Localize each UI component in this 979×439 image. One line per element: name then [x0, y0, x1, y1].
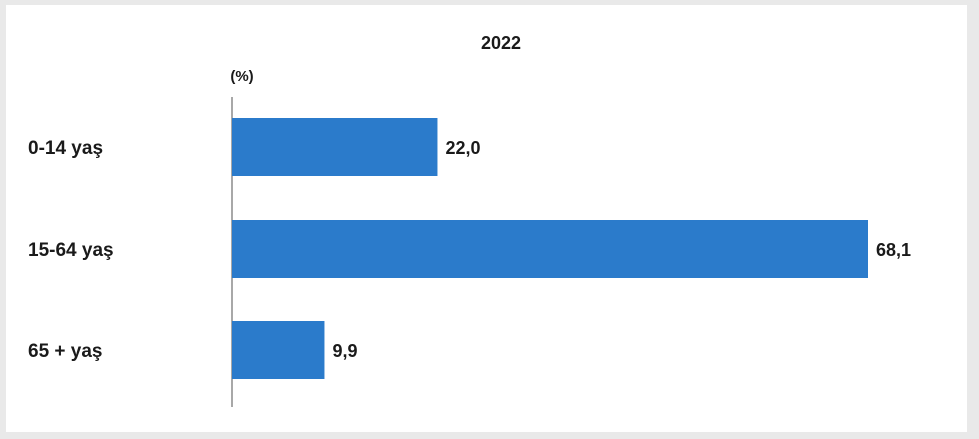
category-label: 15-64 yaş — [28, 240, 114, 261]
bar-chart: 2022 (%) 0-14 yaş 22,0 15-64 yaş 68,1 65 + y… — [28, 33, 911, 407]
bar — [232, 321, 325, 379]
bar — [232, 118, 438, 176]
unit-label: (%) — [230, 68, 253, 85]
category-label: 65 + yaş — [28, 341, 103, 362]
value-label: 9,9 — [332, 341, 357, 361]
bars-group: 0-14 yaş 22,0 15-64 yaş 68,1 65 + yaş 9,9 — [28, 118, 911, 379]
chart-title: 2022 — [481, 33, 521, 53]
bar — [232, 220, 868, 278]
value-label: 68,1 — [876, 240, 911, 260]
value-label: 22,0 — [445, 138, 480, 158]
chart-frame: 2022 (%) 0-14 yaş 22,0 15-64 yaş 68,1 65 + y… — [6, 5, 967, 432]
category-label: 0-14 yaş — [28, 138, 103, 159]
